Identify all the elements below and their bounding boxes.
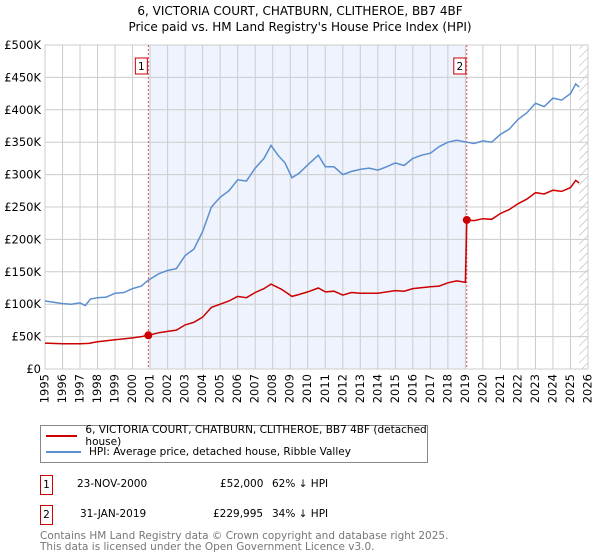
x-tick-label: 2023: [528, 374, 542, 403]
hpi-line: [44, 82, 580, 307]
y-tick-label: £0: [26, 362, 41, 376]
transaction-price: £52,000: [220, 478, 264, 490]
x-tick-label: 1999: [108, 374, 122, 403]
x-tick-label: 2000: [125, 374, 139, 403]
chart-subtitle: Price paid vs. HM Land Registry's House …: [128, 20, 472, 34]
x-tick-label: 2017: [423, 374, 437, 403]
transaction-hpi: 34% ↓ HPI: [272, 508, 329, 520]
transaction-row: 1 23-NOV-2000 £52,000 62% ↓ HPI: [40, 475, 460, 495]
x-tick-label: 2011: [318, 374, 332, 403]
transaction-row: 2 31-JAN-2019 £229,995 34% ↓ HPI: [40, 505, 460, 525]
x-tick-label: 2024: [545, 374, 559, 403]
x-tick-label: 2003: [178, 374, 192, 403]
legend-label-property: 6, VICTORIA COURT, CHATBURN, CLITHEROE, …: [85, 424, 427, 448]
x-tick-label: 2002: [160, 374, 174, 403]
x-tick-label: 2007: [248, 374, 262, 403]
sale-marker-badge: [453, 57, 467, 75]
legend: 6, VICTORIA COURT, CHATBURN, CLITHEROE, …: [40, 424, 428, 463]
chart-title: 6, VICTORIA COURT, CHATBURN, CLITHEROE, …: [137, 4, 463, 18]
y-tick-label: £450K: [4, 70, 41, 84]
property-price-line: [44, 179, 580, 345]
footer: Contains HM Land Registry data © Crown c…: [40, 531, 448, 553]
x-tick-label: 2010: [300, 374, 314, 403]
x-tick-label: 1996: [55, 374, 69, 403]
plot-border: [44, 44, 589, 370]
x-tick-label: 2008: [265, 374, 279, 403]
sale-point: [144, 331, 153, 340]
y-tick-label: £250K: [4, 200, 41, 214]
y-tick-label: £150K: [4, 265, 41, 279]
y-tick-label: £300K: [4, 168, 41, 182]
y-tick-label: £200K: [4, 232, 41, 246]
x-tick-label: 2006: [230, 374, 244, 403]
transaction-hpi: 62% ↓ HPI: [272, 478, 329, 490]
x-tick-label: 2012: [335, 374, 349, 403]
x-tick-label: 2014: [370, 374, 384, 403]
blue-line-swatch: [46, 451, 81, 453]
x-tick-label: 2001: [143, 374, 157, 403]
transaction-price: £229,995: [213, 508, 264, 520]
x-tick-label: 2022: [510, 374, 524, 403]
price-chart: 1995 1996 1997 1998 1999 2000 2001 2002 2003 2004…: [4, 38, 595, 403]
x-tick-label: 2020: [475, 374, 489, 403]
x-tick-label: 1998: [90, 374, 104, 403]
x-tick-label: 2015: [388, 374, 402, 403]
sale-point: [462, 215, 471, 224]
footer-licence: This data is licensed under the Open Gov…: [40, 541, 375, 553]
sale-marker-label: 2: [456, 61, 463, 73]
x-tick-label: 2016: [405, 374, 419, 403]
marker-badge: 2: [40, 505, 53, 525]
x-tick-label: 2026: [581, 374, 595, 403]
y-tick-label: £500K: [4, 38, 41, 52]
x-tick-label: 2013: [353, 374, 367, 403]
x-tick-label: 1995: [38, 374, 52, 403]
transaction-date: 23-NOV-2000: [77, 478, 148, 490]
sale-marker-badge: [134, 57, 148, 75]
x-tick-label: 2004: [195, 374, 209, 403]
sale-marker-label: 1: [138, 61, 145, 73]
x-tick-label: 2009: [283, 374, 297, 403]
legend-item-hpi: HPI: Average price, detached house, Ribb…: [46, 444, 351, 460]
y-tick-label: £350K: [4, 135, 41, 149]
x-tick-label: 2005: [213, 374, 227, 403]
marker-badge: 1: [40, 475, 53, 495]
x-tick-label: 2018: [440, 374, 454, 403]
x-tick-label: 1997: [73, 374, 87, 403]
legend-item-property: 6, VICTORIA COURT, CHATBURN, CLITHEROE, …: [46, 424, 427, 448]
red-line-swatch: [46, 435, 78, 437]
x-tick-label: 2021: [493, 374, 507, 403]
footer-copyright: Contains HM Land Registry data © Crown c…: [40, 530, 449, 542]
x-tick-label: 2019: [458, 374, 472, 403]
y-tick-label: £50K: [12, 330, 42, 344]
legend-label-hpi: HPI: Average price, detached house, Ribb…: [89, 446, 351, 458]
y-tick-label: £400K: [4, 103, 41, 117]
transaction-date: 31-JAN-2019: [80, 508, 147, 520]
x-tick-label: 2025: [563, 374, 577, 403]
y-tick-label: £100K: [4, 297, 41, 311]
